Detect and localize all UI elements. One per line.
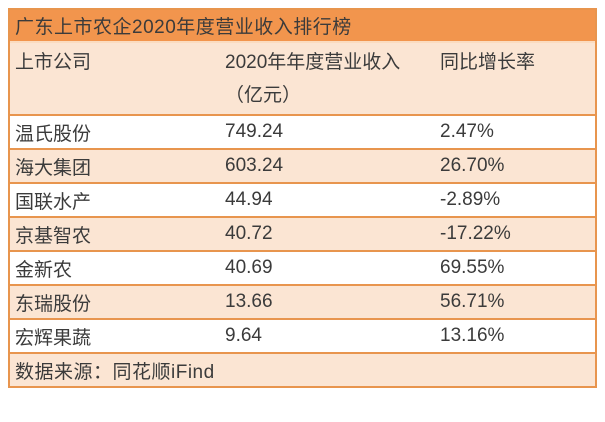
growth-value: -17.22% [440, 223, 511, 244]
table-row: 海大集团 603.24 26.70% [10, 148, 595, 182]
table-row: 温氏股份 749.24 2.47% [10, 114, 595, 148]
table-row: 宏辉果蔬 9.64 13.16% [10, 318, 595, 352]
data-source-note: 数据来源：同花顺iFind [10, 352, 595, 386]
revenue-value: 603.24 [225, 155, 284, 176]
table-row: 国联水产 44.94 -2.89% [10, 182, 595, 216]
revenue-value: 9.64 [225, 325, 262, 346]
table-row: 东瑞股份 13.66 56.71% [10, 284, 595, 318]
company-name: 海大集团 [15, 157, 92, 179]
growth-value: 2.47% [440, 121, 494, 142]
growth-value: -2.89% [440, 189, 501, 210]
column-header-company: 上市公司 [15, 52, 92, 73]
growth-value: 56.71% [440, 291, 505, 312]
company-name: 金新农 [15, 259, 73, 281]
company-name: 京基智农 [15, 225, 92, 247]
column-header-growth: 同比增长率 [440, 52, 536, 73]
table-row: 金新农 40.69 69.55% [10, 250, 595, 284]
company-name: 国联水产 [15, 191, 92, 213]
growth-value: 69.55% [440, 257, 505, 278]
table-title: 广东上市农企2020年度营业收入排行榜 [10, 10, 595, 41]
revenue-value: 749.24 [225, 121, 284, 142]
growth-value: 13.16% [440, 325, 505, 346]
revenue-value: 13.66 [225, 291, 273, 312]
table-row: 京基智农 40.72 -17.22% [10, 216, 595, 250]
company-name: 宏辉果蔬 [15, 327, 92, 349]
revenue-value: 40.69 [225, 257, 273, 278]
column-header-revenue: 2020年年度营业收入（亿元） [225, 52, 401, 106]
table-header-row: 上市公司 2020年年度营业收入（亿元） 同比增长率 [10, 41, 595, 114]
revenue-value: 40.72 [225, 223, 273, 244]
company-name: 温氏股份 [15, 123, 92, 145]
revenue-value: 44.94 [225, 189, 273, 210]
growth-value: 26.70% [440, 155, 505, 176]
revenue-ranking-table: 广东上市农企2020年度营业收入排行榜 上市公司 2020年年度营业收入（亿元）… [8, 8, 597, 388]
company-name: 东瑞股份 [15, 293, 92, 315]
